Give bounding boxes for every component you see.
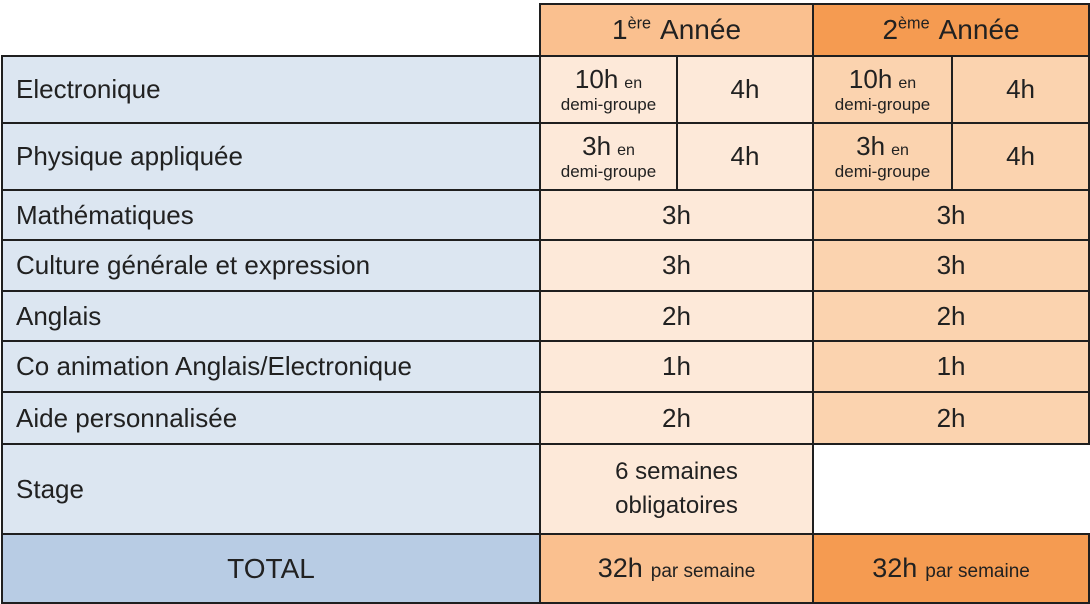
hours-value: 3h — [582, 130, 612, 161]
co-animation-year2-cell: 1h — [812, 340, 1090, 393]
hours-suffix: en — [617, 141, 635, 159]
mathematiques-year2-cell: 3h — [812, 189, 1090, 241]
stage-duration-line1: 6 semaines — [615, 458, 738, 486]
subject-label-co-animation: Co animation Anglais/Electronique — [1, 340, 541, 393]
electronique-year2-demi-groupe-cell: 10h en demi-groupe — [812, 55, 954, 124]
mathematiques-year1-cell: 3h — [538, 189, 815, 241]
subject-label-electronique: Electronique — [1, 55, 541, 124]
table-row-physique: Physique appliquée 3h en demi-groupe 4h 3… — [1, 122, 1090, 191]
year2-label: Année — [938, 14, 1020, 45]
hours-value: 10h — [574, 63, 619, 94]
table-row-aide-personnalisee: Aide personnalisée 2h 2h — [1, 391, 1090, 445]
electronique-year1-cours-cell: 4h — [675, 55, 815, 124]
table-row-total: TOTAL 32h par semaine 32h par semaine — [1, 533, 1090, 604]
hours-note: demi-groupe — [834, 95, 931, 115]
table-row-stage: Stage 6 semaines obligatoires — [1, 443, 1090, 535]
stage-year1-cell: 6 semaines obligatoires — [538, 443, 815, 535]
table-row-mathematiques: Mathématiques 3h 3h — [1, 189, 1090, 241]
culture-year1-cell: 3h — [538, 239, 815, 292]
table-row-co-animation: Co animation Anglais/Electronique 1h 1h — [1, 340, 1090, 393]
subject-label-aide-personnalisee: Aide personnalisée — [1, 391, 541, 445]
anglais-year2-cell: 2h — [812, 290, 1090, 342]
electronique-year2-cours-cell: 4h — [951, 55, 1090, 124]
year1-header: 1ère Année — [538, 3, 815, 57]
hours-value: 10h — [848, 63, 893, 94]
subject-label-physique: Physique appliquée — [1, 122, 541, 191]
physique-year1-demi-groupe-cell: 3h en demi-groupe — [539, 122, 678, 191]
total-label: TOTAL — [1, 533, 541, 604]
table-row-culture-generale: Culture générale et expression 3h 3h — [1, 239, 1090, 292]
subject-label-anglais: Anglais — [1, 290, 541, 342]
aide-year2-cell: 2h — [812, 391, 1090, 445]
electronique-year1-demi-groupe-cell: 10h en demi-groupe — [539, 55, 678, 124]
hours-note: demi-groupe — [560, 95, 657, 115]
table-row-anglais: Anglais 2h 2h — [1, 290, 1090, 342]
stage-year2-empty-cell — [812, 443, 1090, 535]
hours-suffix: en — [624, 74, 643, 92]
physique-year2-cours-cell: 4h — [951, 122, 1090, 191]
co-animation-year1-cell: 1h — [538, 340, 815, 393]
year1-ordinal-suffix: ère — [627, 14, 652, 33]
aide-year1-cell: 2h — [538, 391, 815, 445]
total-hours-value: 32h — [872, 553, 918, 583]
hours-note: demi-groupe — [560, 162, 657, 182]
hours-suffix: en — [898, 74, 917, 92]
physique-year1-cours-cell: 4h — [675, 122, 815, 191]
culture-year2-cell: 3h — [812, 239, 1090, 292]
year1-number: 1 — [612, 14, 628, 45]
subject-label-culture-generale: Culture générale et expression — [1, 239, 541, 292]
year2-header: 2ème Année — [812, 3, 1090, 57]
hours-note: demi-groupe — [834, 162, 931, 182]
year2-number: 2 — [882, 14, 899, 45]
stage-duration-line2: obligatoires — [615, 492, 738, 519]
corner-empty-cell — [2, 4, 540, 56]
hours-value: 3h — [856, 130, 886, 161]
total-hours-unit: par semaine — [650, 561, 756, 582]
year2-ordinal-suffix: ème — [898, 14, 930, 33]
total-hours-unit: par semaine — [925, 561, 1030, 582]
anglais-year1-cell: 2h — [538, 290, 815, 342]
subject-label-mathematiques: Mathématiques — [1, 189, 541, 241]
header-row: 1ère Année 2ème Année — [2, 3, 1090, 57]
hours-suffix: en — [891, 141, 909, 159]
physique-year2-demi-groupe-cell: 3h en demi-groupe — [812, 122, 954, 191]
total-year2-cell: 32h par semaine — [812, 533, 1090, 604]
total-hours-value: 32h — [597, 553, 643, 583]
course-hours-table: 1ère Année 2ème Année Electronique 10h en d… — [1, 3, 1090, 604]
total-year1-cell: 32h par semaine — [538, 533, 815, 604]
table-row-electronique: Electronique 10h en demi-groupe 4h 10h en … — [1, 55, 1090, 124]
subject-label-stage: Stage — [1, 443, 541, 535]
year1-label: Année — [660, 14, 742, 45]
